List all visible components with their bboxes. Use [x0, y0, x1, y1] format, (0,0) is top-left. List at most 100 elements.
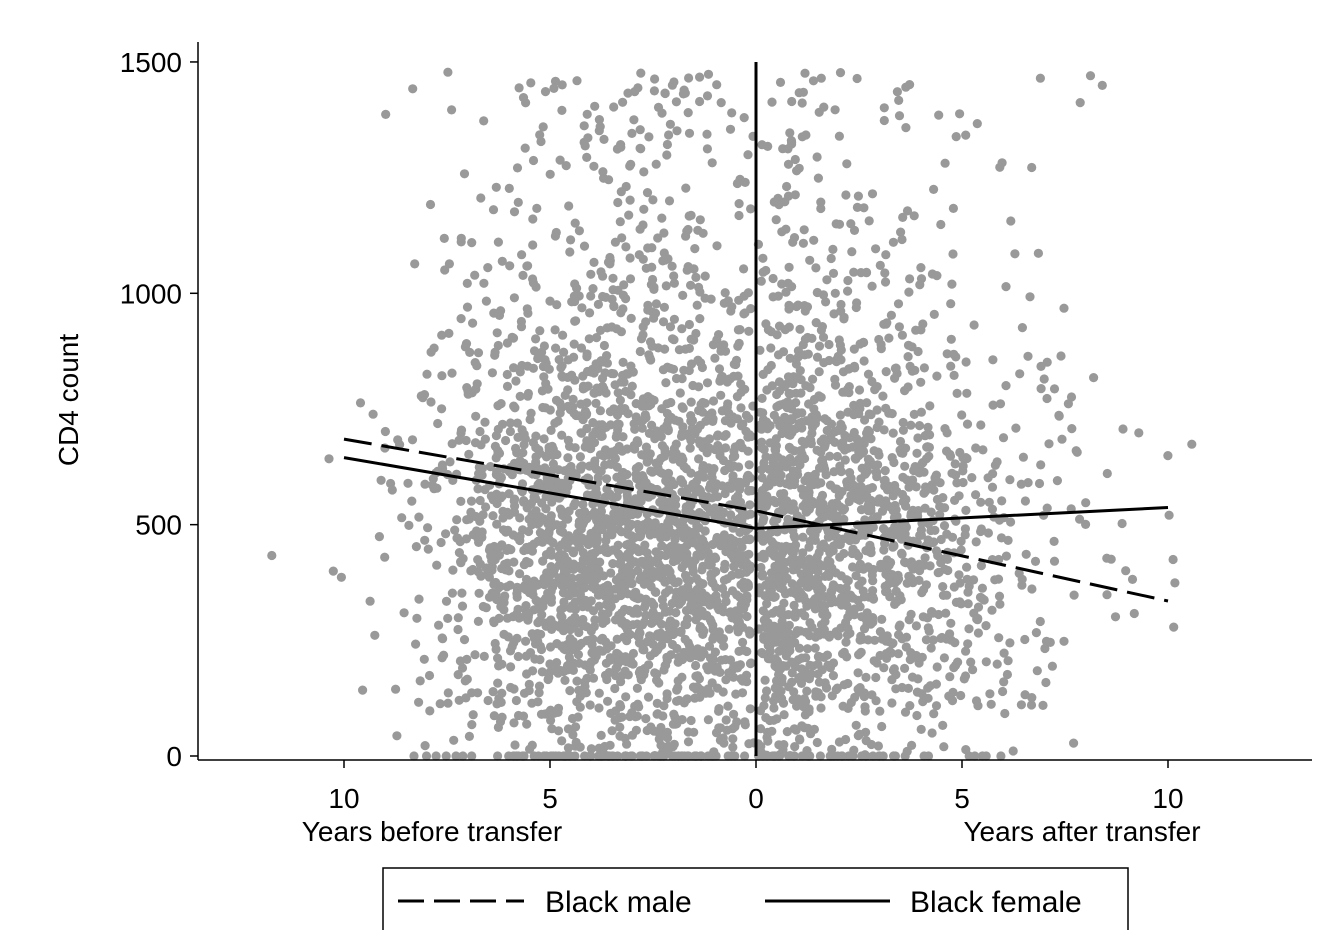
scatter-point — [857, 463, 867, 473]
scatter-point — [518, 711, 529, 721]
scatter-point — [981, 657, 991, 667]
scatter-point — [880, 268, 890, 278]
scatter-point — [763, 530, 773, 540]
scatter-point — [606, 568, 616, 578]
scatter-point — [654, 678, 664, 688]
scatter-point — [788, 695, 798, 705]
scatter-point — [790, 190, 800, 200]
scatter-point — [824, 339, 834, 350]
scatter-point — [795, 366, 805, 376]
scatter-point — [545, 659, 555, 669]
scatter-point — [539, 372, 549, 382]
scatter-point — [921, 635, 932, 645]
scatter-point — [452, 515, 462, 525]
scatter-point — [745, 629, 755, 639]
scatter-point — [755, 345, 765, 355]
scatter-point — [774, 740, 784, 750]
scatter-point — [695, 72, 705, 82]
scatter-point — [494, 491, 504, 501]
scatter-point — [956, 690, 966, 701]
scatter-point — [932, 371, 942, 381]
scatter-point — [614, 441, 624, 452]
scatter-point — [777, 455, 788, 465]
scatter-point — [605, 653, 615, 663]
scatter-point — [550, 418, 560, 428]
scatter-point — [553, 703, 564, 713]
scatter-point — [802, 302, 813, 312]
scatter-point — [830, 288, 840, 298]
scatter-point — [667, 80, 678, 90]
scatter-point — [861, 615, 871, 625]
scatter-point — [605, 603, 615, 613]
scatter-point — [686, 715, 696, 726]
scatter-point — [656, 722, 666, 733]
scatter-point — [1049, 384, 1060, 394]
scatter-point — [663, 517, 673, 528]
scatter-point — [973, 602, 984, 612]
scatter-point — [908, 475, 918, 485]
scatter-point — [728, 742, 738, 752]
scatter-point — [608, 545, 618, 555]
scatter-point — [746, 304, 756, 314]
scatter-point — [1036, 384, 1046, 394]
scatter-point — [745, 500, 755, 510]
scatter-point — [698, 407, 708, 417]
scatter-point — [570, 604, 581, 615]
scatter-point — [736, 403, 746, 413]
scatter-point — [811, 263, 821, 273]
scatter-point — [445, 457, 455, 467]
scatter-point — [659, 424, 669, 434]
scatter-point — [615, 731, 625, 741]
scatter-point — [877, 614, 887, 625]
scatter-point — [596, 751, 606, 761]
scatter-point — [784, 262, 794, 272]
scatter-point — [515, 569, 525, 579]
scatter-point — [536, 709, 547, 719]
scatter-point — [575, 702, 585, 712]
scatter-point — [626, 497, 636, 507]
scatter-point — [961, 505, 971, 515]
scatter-point — [673, 528, 683, 538]
scatter-point — [934, 110, 944, 120]
scatter-point — [470, 650, 480, 660]
scatter-point — [694, 282, 704, 292]
scatter-point — [492, 519, 502, 529]
scatter-point — [625, 253, 635, 263]
scatter-point — [875, 260, 885, 270]
scatter-point — [719, 575, 730, 585]
scatter-point — [732, 392, 743, 402]
scatter-point — [743, 288, 754, 298]
scatter-point — [743, 446, 753, 456]
scatter-point — [947, 532, 958, 542]
scatter-point — [955, 109, 965, 119]
scatter-point — [625, 629, 635, 640]
x-tick-label: 10 — [328, 783, 359, 814]
scatter-point — [420, 741, 430, 751]
scatter-point — [694, 382, 704, 392]
scatter-point — [850, 453, 860, 463]
scatter-point — [458, 554, 468, 564]
scatter-point — [897, 634, 907, 644]
scatter-point — [1047, 661, 1057, 671]
scatter-point — [962, 562, 972, 572]
scatter-point — [646, 355, 656, 365]
scatter-point — [898, 497, 908, 507]
scatter-point — [707, 493, 717, 503]
scatter-point — [942, 590, 952, 600]
scatter-point — [515, 367, 525, 377]
scatter-point — [515, 531, 525, 541]
scatter-point — [698, 228, 708, 238]
scatter-point — [528, 240, 538, 250]
scatter-point — [616, 527, 627, 537]
scatter-point — [761, 319, 771, 329]
scatter-point — [676, 431, 687, 441]
scatter-point — [838, 438, 848, 448]
scatter-point — [879, 115, 889, 126]
scatter-point — [819, 435, 829, 445]
scatter-point — [795, 555, 805, 565]
scatter-point — [1017, 323, 1027, 333]
scatter-point — [473, 484, 483, 494]
scatter-point — [863, 454, 874, 464]
scatter-point — [573, 650, 584, 660]
scatter-point — [412, 613, 422, 623]
